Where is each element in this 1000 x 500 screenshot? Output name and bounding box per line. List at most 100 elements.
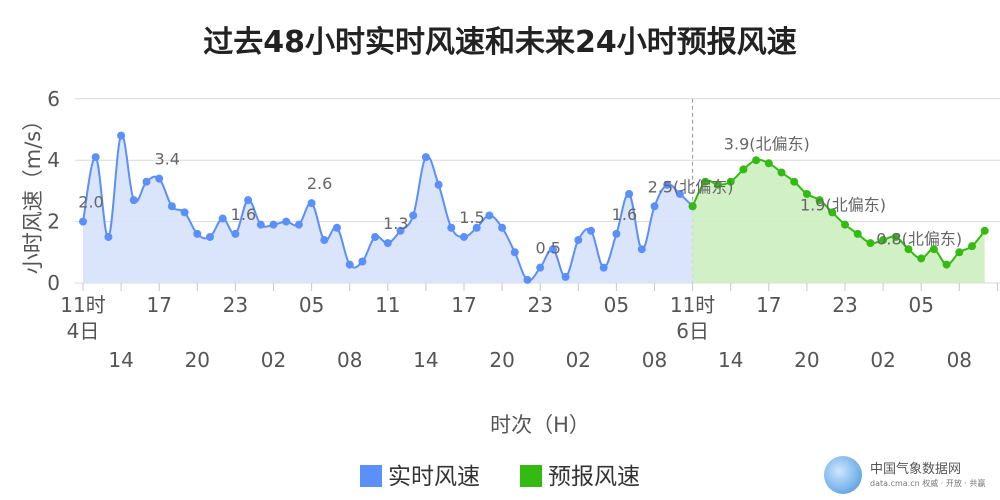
data-point[interactable] [269,220,278,229]
data-point[interactable] [904,245,913,254]
data-point[interactable] [955,248,964,257]
watermark-subtitle: data.cma.cn 权威 · 开放 · 共赢 [870,479,986,488]
data-point[interactable] [929,245,938,254]
data-point[interactable] [282,217,291,226]
data-point[interactable] [421,153,430,162]
data-point[interactable] [764,159,773,168]
x-tick-date-label: 6日 [676,319,709,343]
x-tick-label: 23 [832,293,857,317]
data-point[interactable] [612,229,621,238]
data-point[interactable] [548,245,557,254]
x-tick-label: 02 [261,348,286,372]
data-point[interactable] [294,220,303,229]
data-point[interactable] [91,153,100,162]
data-point[interactable] [650,202,659,211]
data-point[interactable] [244,196,253,205]
data-point[interactable] [942,260,951,269]
data-point[interactable] [701,177,710,186]
data-point[interactable] [371,232,380,241]
data-point[interactable] [574,236,583,245]
data-point[interactable] [815,196,824,205]
data-point[interactable] [320,236,329,245]
data-point[interactable] [790,177,799,186]
data-label: 1.6 [612,205,637,224]
cma-watermark: 中国气象数据网 data.cma.cn 权威 · 开放 · 共赢 [824,456,994,496]
data-label: 2.6 [307,174,332,193]
data-point[interactable] [688,202,697,211]
x-tick-label: 20 [489,348,514,372]
data-point[interactable] [510,248,519,257]
data-point[interactable] [523,275,532,284]
data-point[interactable] [383,239,392,248]
data-point[interactable] [231,229,240,238]
legend-label-2[interactable]: 预报风速 [548,464,640,490]
data-label: 1.9(北偏东) [800,196,886,215]
data-point[interactable] [472,223,481,232]
x-tick-label: 02 [566,348,591,372]
data-point[interactable] [841,220,849,229]
legend-swatch-2[interactable] [520,465,542,487]
data-point[interactable] [142,177,151,186]
data-label: 0.8(北偏东) [876,229,962,248]
data-point[interactable] [663,180,672,189]
data-point[interactable] [206,232,214,241]
data-point[interactable] [891,232,900,241]
data-point[interactable] [129,196,138,205]
data-label: 1.3 [383,214,408,233]
legend-swatch-1[interactable] [360,465,382,487]
data-label: 1.5 [459,208,484,227]
y-tick-label: 2 [47,210,60,234]
x-axis-title: 时次（H） [490,413,590,437]
cma-logo-icon [824,456,862,494]
data-point[interactable] [345,260,354,269]
data-point[interactable] [879,236,888,245]
data-point[interactable] [637,245,646,254]
data-point[interactable] [485,211,494,220]
data-point[interactable] [358,257,367,266]
data-point[interactable] [307,199,316,208]
data-point[interactable] [853,229,862,238]
data-point[interactable] [396,226,405,235]
data-point[interactable] [726,177,735,186]
x-tick-label: 14 [413,348,438,372]
data-point[interactable] [180,208,189,217]
x-tick-label: 05 [299,293,324,317]
data-point[interactable] [460,232,468,241]
data-point[interactable] [917,254,926,263]
x-tick-label: 11时 [60,293,105,317]
data-point[interactable] [256,220,265,229]
data-point[interactable] [193,229,202,238]
data-point[interactable] [675,189,684,198]
x-tick-label: 14 [108,348,133,372]
data-point[interactable] [117,131,126,140]
data-point[interactable] [968,242,976,251]
data-point[interactable] [155,174,164,183]
legend-label-1[interactable]: 实时风速 [388,464,480,490]
data-point[interactable] [434,180,443,189]
data-point[interactable] [409,211,418,220]
x-tick-label: 02 [870,348,895,372]
data-point[interactable] [218,214,227,223]
data-point[interactable] [739,165,748,174]
data-point[interactable] [587,226,595,235]
data-point[interactable] [79,217,87,226]
x-tick-label: 17 [451,293,476,317]
data-point[interactable] [714,180,722,189]
data-point[interactable] [333,223,341,232]
data-point[interactable] [625,189,634,198]
data-point[interactable] [536,263,545,272]
data-point[interactable] [752,156,761,165]
data-point[interactable] [561,272,570,281]
data-point[interactable] [777,168,786,177]
data-point[interactable] [866,239,875,248]
data-point[interactable] [980,226,989,235]
data-point[interactable] [599,263,608,272]
y-axis-title: 小时风速（m/s） [21,110,45,274]
data-point[interactable] [447,223,456,232]
data-point[interactable] [498,223,507,232]
data-point[interactable] [828,208,837,217]
data-point[interactable] [104,232,113,241]
data-point[interactable] [167,202,176,211]
data-point[interactable] [802,189,811,198]
x-tick-label: 20 [794,348,819,372]
